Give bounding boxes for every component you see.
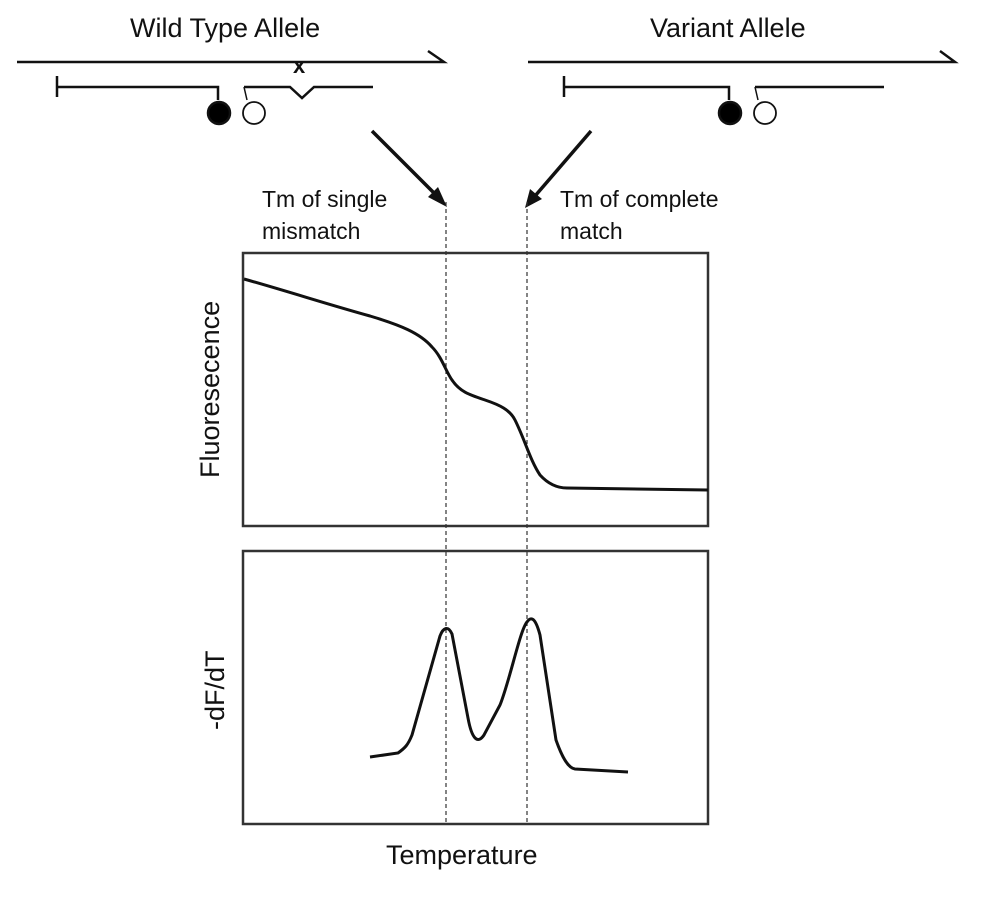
temperature-axis-label: Temperature	[386, 840, 538, 870]
fluorescence-curve	[243, 277, 709, 492]
derivative-panel	[241, 549, 710, 826]
mismatch-marker: x	[293, 53, 306, 78]
wild-type-allele-title: Wild Type Allele	[130, 13, 321, 43]
match-tm-label: Tm of complete match	[560, 186, 719, 244]
wild-type-schematic: x	[17, 49, 449, 126]
variant-schematic	[528, 49, 959, 126]
fluorescence-panel	[241, 251, 710, 528]
derivative-curve	[369, 617, 629, 774]
mismatch-tm-label: Tm of single mismatch	[262, 186, 388, 244]
arrow-icon	[370, 129, 593, 208]
variant-allele-title: Variant Allele	[650, 13, 806, 43]
